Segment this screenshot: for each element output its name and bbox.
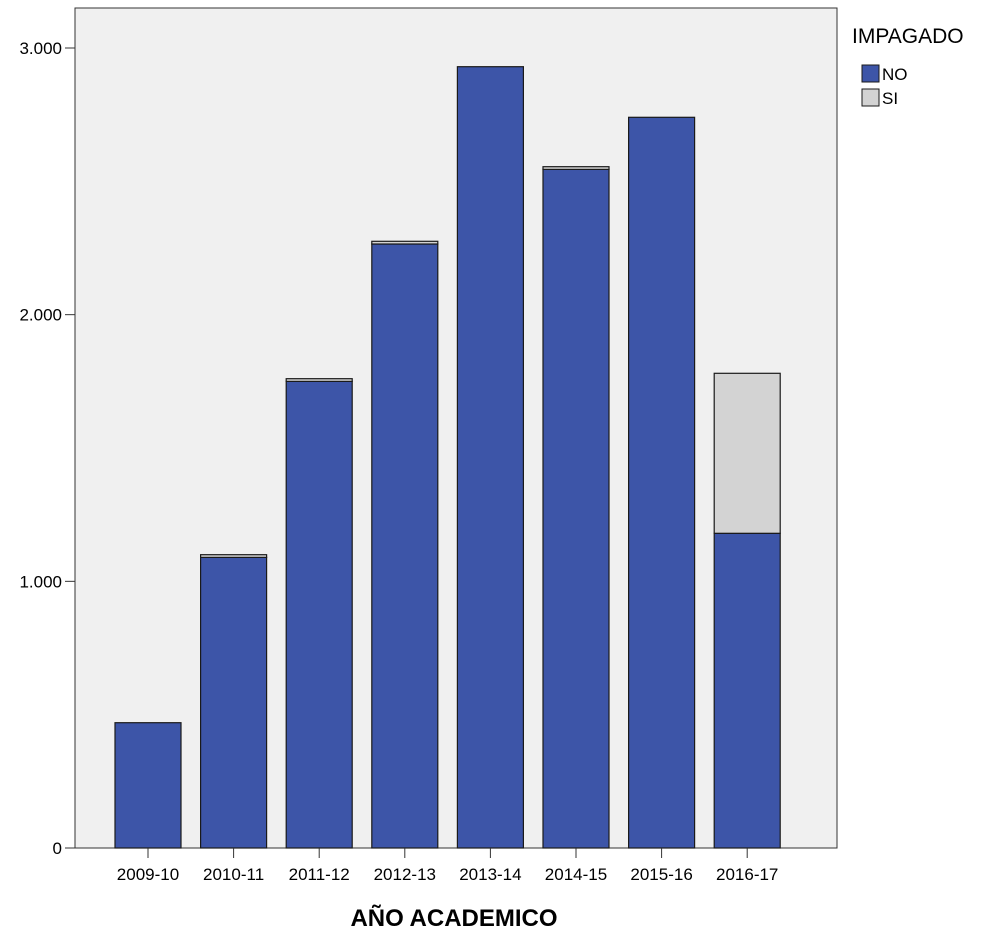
bar-si-2014-15 (542, 166, 610, 170)
bar-si-2010-11 (200, 554, 268, 559)
x-tick-label: 2015-16 (630, 865, 692, 884)
x-tick-label: 2010-11 (203, 865, 264, 884)
bar-no-2011-12 (285, 380, 353, 849)
bar-no-2016-17 (713, 532, 781, 849)
y-tick-label: 0 (53, 839, 62, 858)
x-tick-label: 2013-14 (459, 865, 521, 884)
x-tick-label: 2009-10 (117, 865, 179, 884)
y-axis: 0 1.000 2.000 3.000 (19, 8, 76, 858)
legend-label-no: NO (882, 65, 908, 84)
x-axis: 2009-10 2010-11 2011-12 2012-13 2013-14 2014-… (117, 848, 778, 884)
legend-title: IMPAGADO (852, 25, 964, 48)
legend-swatch-si (861, 88, 880, 107)
x-tick-label: 2014-15 (545, 865, 607, 884)
legend-label-si: SI (882, 89, 898, 108)
x-tick-label: 2011-12 (289, 865, 350, 884)
y-tick-label: 3.000 (19, 39, 62, 58)
legend: IMPAGADO NO SI (852, 25, 964, 108)
x-axis-title: AÑO ACADEMICO (350, 904, 557, 932)
y-tick-label: 2.000 (19, 306, 62, 325)
legend-swatch-no (861, 64, 880, 83)
bar-no-2012-13 (371, 243, 439, 849)
bars-layer (114, 66, 781, 849)
bar-no-2013-14 (456, 66, 524, 849)
bar-si-2011-12 (285, 378, 353, 383)
bar-no-2014-15 (542, 168, 610, 849)
bar-si-2012-13 (371, 240, 439, 245)
x-tick-label: 2012-13 (374, 865, 436, 884)
y-tick-label: 1.000 (19, 572, 62, 591)
bar-no-2009-10 (114, 722, 182, 849)
bar-no-2010-11 (200, 556, 268, 849)
bar-no-2015-16 (627, 116, 696, 849)
bar-si-2016-17 (713, 372, 781, 534)
x-tick-label: 2016-17 (716, 865, 778, 884)
